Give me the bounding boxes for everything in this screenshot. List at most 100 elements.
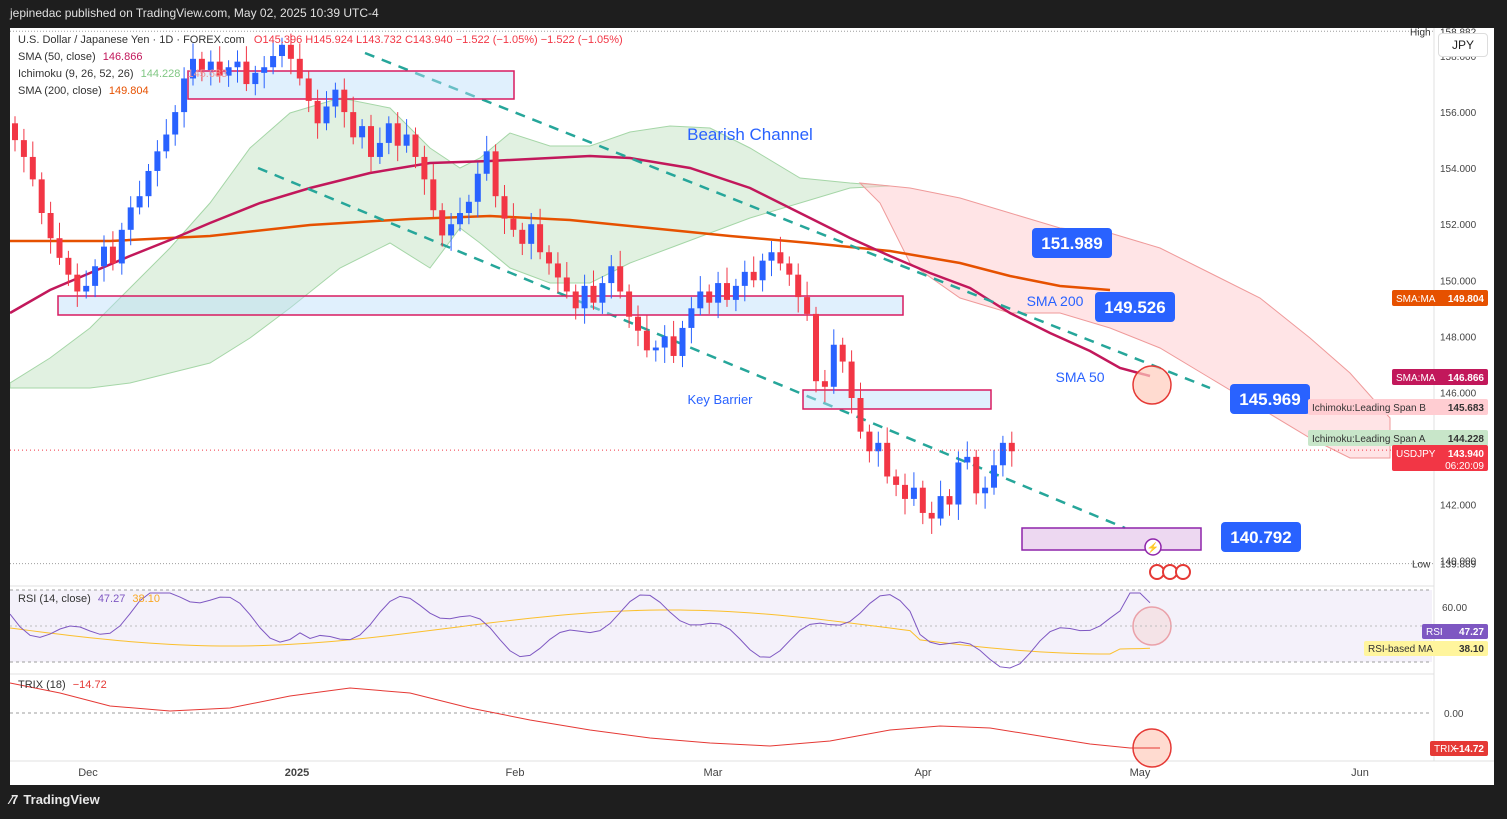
candle-body[interactable]: [991, 465, 997, 488]
level-callout[interactable]: 140.792: [1221, 522, 1301, 552]
candle-body[interactable]: [537, 224, 544, 253]
candle-body[interactable]: [83, 285, 90, 292]
candle-body[interactable]: [74, 274, 81, 292]
legend-ichimoku-row[interactable]: Ichimoku (9, 26, 52, 26) 144.228 145.683: [18, 68, 227, 80]
candle-body[interactable]: [492, 151, 499, 197]
us-flag-event-icon[interactable]: [1162, 564, 1178, 580]
candle-body[interactable]: [439, 210, 446, 236]
candle-body[interactable]: [181, 78, 188, 113]
candle-body[interactable]: [385, 123, 392, 143]
candle-body[interactable]: [563, 277, 570, 292]
candle-body[interactable]: [759, 260, 766, 281]
candle-body[interactable]: [661, 336, 668, 348]
candle-body[interactable]: [946, 496, 953, 505]
candle-body[interactable]: [679, 327, 686, 356]
candle-body[interactable]: [590, 285, 597, 303]
candle-body[interactable]: [412, 134, 419, 157]
candle-body[interactable]: [777, 252, 784, 264]
candle-body[interactable]: [999, 442, 1006, 466]
candle-body[interactable]: [768, 252, 775, 261]
candle-body[interactable]: [875, 442, 882, 452]
candle-body[interactable]: [715, 283, 722, 303]
candle-body[interactable]: [519, 229, 526, 244]
legend-trix-row[interactable]: TRIX (18) −14.72: [18, 679, 107, 691]
candle-body[interactable]: [198, 58, 205, 71]
candle-body[interactable]: [109, 246, 116, 264]
candle-body[interactable]: [732, 285, 739, 300]
candle-body[interactable]: [190, 58, 196, 79]
candle-body[interactable]: [92, 266, 99, 286]
level-callout[interactable]: 151.989: [1032, 228, 1112, 258]
candle-body[interactable]: [341, 89, 348, 113]
candle-body[interactable]: [243, 61, 250, 85]
candle-body[interactable]: [127, 207, 134, 230]
candle-body[interactable]: [474, 173, 481, 202]
axis-series-tag[interactable]: Ichimoku:Leading Span B 145.683: [1308, 399, 1488, 415]
axis-series-tag[interactable]: SMA:MA 146.866: [1392, 369, 1488, 385]
candle-body[interactable]: [296, 58, 303, 79]
candle-body[interactable]: [234, 61, 241, 68]
trix-axis-tag[interactable]: TRIX−14.72: [1430, 741, 1488, 756]
rsi-axis-tag[interactable]: RSI 47.27: [1422, 624, 1488, 639]
candle-body[interactable]: [359, 126, 366, 138]
candle-body[interactable]: [581, 285, 588, 309]
candle-body[interactable]: [252, 72, 259, 85]
footer-brand[interactable]: ⁄7 TradingView: [10, 792, 100, 807]
candle-body[interactable]: [652, 347, 659, 351]
rsi-axis-tag[interactable]: RSI-based MA 38.10: [1364, 641, 1488, 656]
candle-body[interactable]: [20, 140, 27, 157]
candle-body[interactable]: [741, 271, 748, 286]
candle-body[interactable]: [608, 266, 615, 284]
candle-body[interactable]: [839, 344, 846, 362]
candle-body[interactable]: [830, 344, 837, 387]
candle-body[interactable]: [955, 462, 962, 505]
candle-body[interactable]: [403, 134, 410, 146]
candle-body[interactable]: [893, 476, 900, 485]
candle-body[interactable]: [902, 484, 908, 499]
candle-body[interactable]: [973, 456, 980, 494]
candle-body[interactable]: [750, 271, 757, 281]
candle-body[interactable]: [287, 44, 294, 59]
candle-body[interactable]: [635, 316, 641, 331]
candle-body[interactable]: [857, 398, 864, 432]
candle-body[interactable]: [795, 274, 802, 298]
candle-body[interactable]: [501, 196, 508, 219]
axis-series-tag[interactable]: SMA:MA 149.804: [1392, 290, 1488, 306]
currency-button[interactable]: JPY: [1438, 33, 1488, 57]
candle-body[interactable]: [448, 224, 455, 236]
candle-body[interactable]: [617, 266, 624, 292]
candle-body[interactable]: [554, 263, 561, 278]
candle-body[interactable]: [225, 67, 232, 76]
level-callout[interactable]: 145.969: [1230, 384, 1310, 414]
candle-body[interactable]: [56, 238, 63, 258]
candle-body[interactable]: [688, 308, 695, 328]
candle-body[interactable]: [154, 151, 161, 171]
candle-body[interactable]: [706, 291, 713, 303]
candle-body[interactable]: [216, 61, 223, 76]
candle-body[interactable]: [421, 156, 428, 180]
candle-body[interactable]: [368, 126, 374, 157]
price-chart-svg[interactable]: 158.000 156.000 154.000 152.000 150.000 148.0…: [10, 28, 1494, 785]
candle-body[interactable]: [964, 456, 971, 463]
candle-body[interactable]: [724, 283, 730, 300]
candle-body[interactable]: [528, 224, 535, 244]
candle-body[interactable]: [919, 487, 926, 513]
candle-body[interactable]: [821, 381, 828, 387]
candle-body[interactable]: [47, 213, 54, 239]
candle-body[interactable]: [804, 297, 811, 314]
us-flag-event-icon[interactable]: [1175, 564, 1191, 580]
candle-body[interactable]: [572, 291, 579, 309]
candle-body[interactable]: [270, 56, 277, 68]
candle-body[interactable]: [279, 44, 285, 57]
candle-body[interactable]: [982, 487, 989, 494]
candle-body[interactable]: [848, 361, 855, 398]
candle-body[interactable]: [1008, 442, 1015, 452]
candle-body[interactable]: [38, 179, 45, 213]
candle-body[interactable]: [866, 431, 873, 452]
candle-body[interactable]: [546, 252, 552, 264]
axis-series-tag[interactable]: Ichimoku:Leading Span A 144.228: [1308, 430, 1488, 446]
candle-body[interactable]: [136, 196, 143, 208]
legend-sma50-row[interactable]: SMA (50, close) 146.866: [18, 51, 142, 63]
candle-body[interactable]: [65, 257, 72, 275]
candle-body[interactable]: [101, 246, 107, 267]
